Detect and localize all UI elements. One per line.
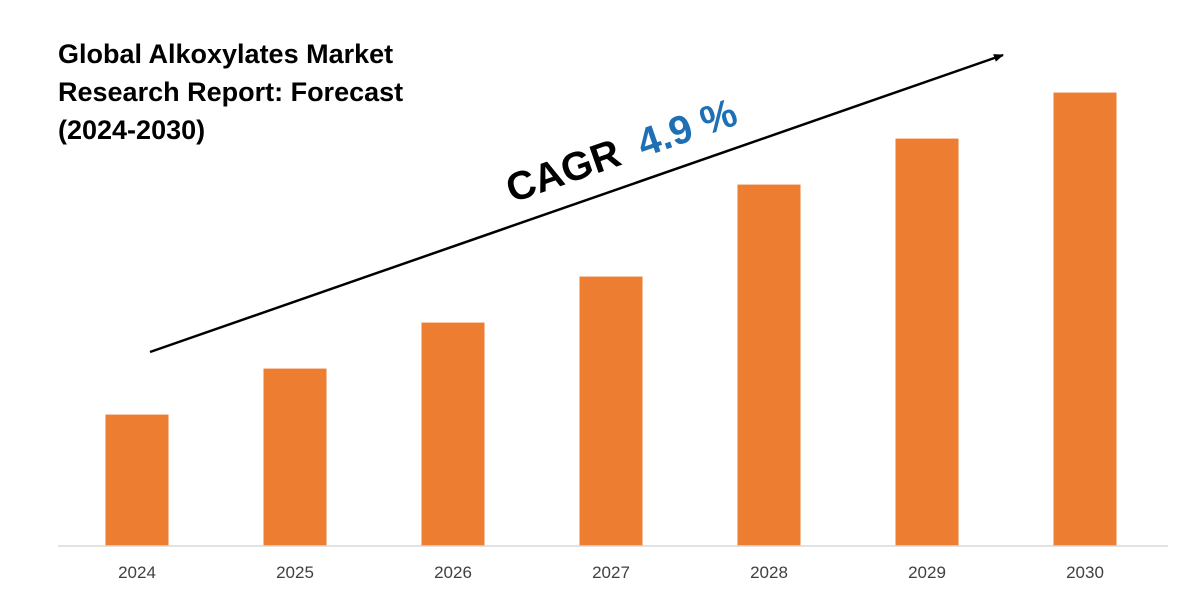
bar-2029: [895, 138, 959, 547]
bar-2028: [737, 184, 801, 547]
chart-title-line-3: (2024-2030): [58, 115, 205, 145]
bar-2030: [1053, 92, 1117, 547]
bar-2027: [579, 276, 643, 546]
bars-group: [105, 92, 1117, 547]
x-tick-label-2029: 2029: [908, 563, 946, 582]
cagr-prefix: CAGR: [500, 131, 626, 211]
cagr-value: 4.9 %: [632, 91, 743, 166]
trend-arrow: [149, 53, 1004, 354]
chart-title-line-2: Research Report: Forecast: [58, 77, 403, 107]
x-tick-labels: 2024 2025 2026 2027 2028 2029 2030: [118, 563, 1104, 582]
cagr-annotation: CAGR 4.9 %: [500, 91, 742, 212]
bar-2026: [421, 322, 485, 546]
x-tick-label-2024: 2024: [118, 563, 156, 582]
chart-title-line-1: Global Alkoxylates Market: [58, 39, 393, 69]
bar-2024: [105, 414, 169, 546]
bar-2025: [263, 368, 327, 546]
x-tick-label-2027: 2027: [592, 563, 630, 582]
x-tick-label-2026: 2026: [434, 563, 472, 582]
x-tick-label-2028: 2028: [750, 563, 788, 582]
x-tick-label-2030: 2030: [1066, 563, 1104, 582]
x-tick-label-2025: 2025: [276, 563, 314, 582]
